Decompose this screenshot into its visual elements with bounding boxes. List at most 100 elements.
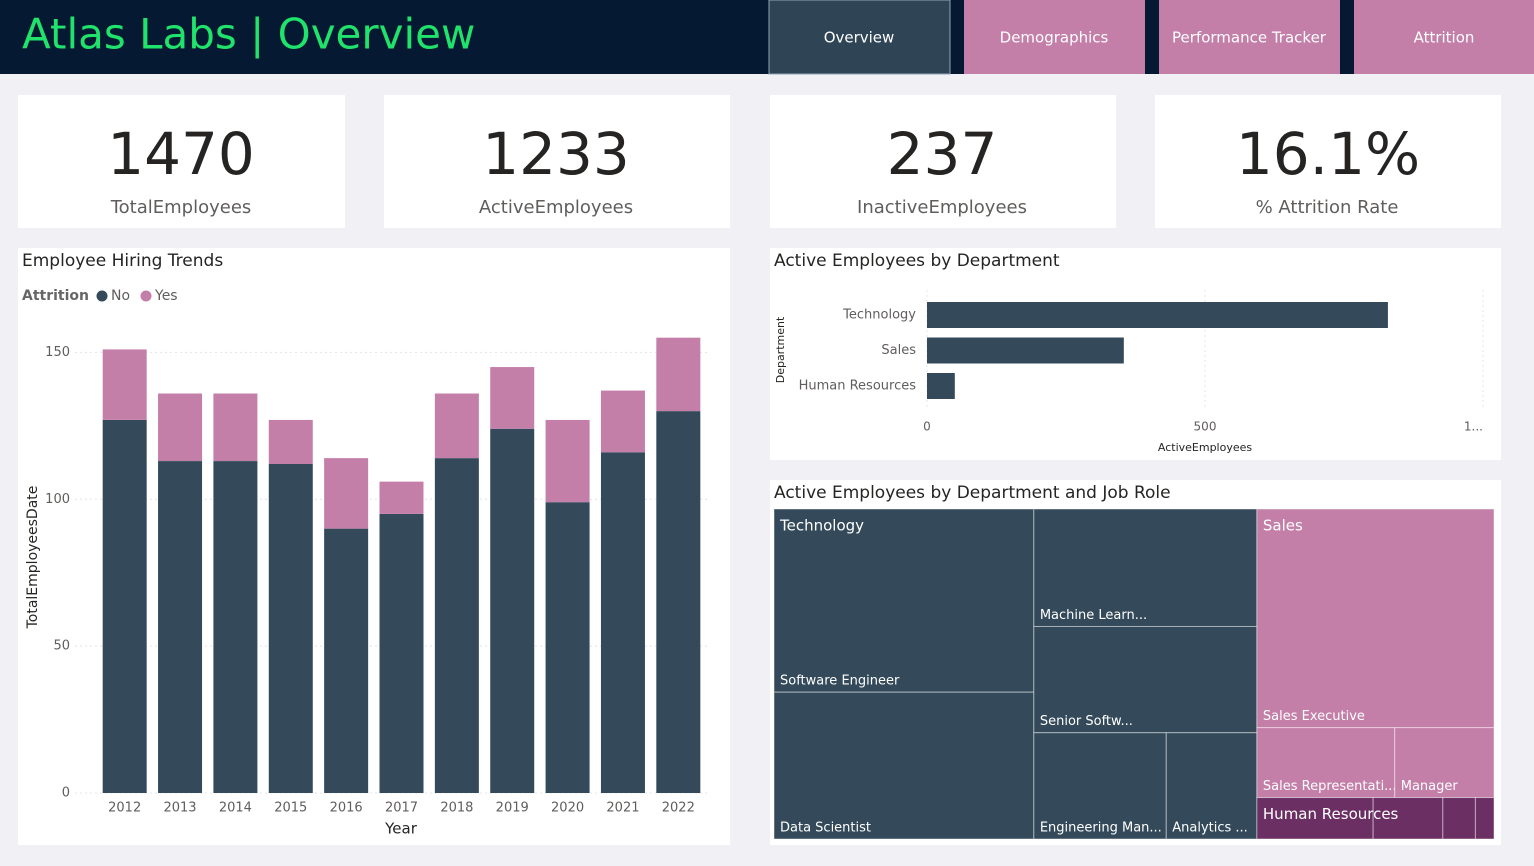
chart-title: Active Employees by Department [774, 251, 1060, 271]
x-tick-label: 2015 [274, 801, 307, 816]
y-tick-label: Human Resources [799, 379, 917, 394]
x-tick-label: 2018 [440, 801, 473, 816]
cell-label: Sales Representati... [1263, 779, 1397, 794]
treemap-cell [1256, 727, 1396, 799]
chart-title: Active Employees by Department and Job R… [774, 483, 1171, 503]
x-tick-label: 2020 [551, 801, 584, 816]
treemap-cell [1165, 732, 1258, 840]
y-axis-label: Department [774, 316, 787, 383]
bar-segment [213, 461, 258, 793]
group-label: Human Resources [1263, 805, 1399, 823]
bar-segment [434, 393, 479, 459]
cell-label: Data Scientist [780, 821, 871, 836]
chart-card [770, 248, 1501, 460]
legend-label: Yes [154, 288, 178, 304]
legend-title: Attrition [22, 288, 89, 304]
bar [927, 302, 1388, 328]
bar-segment [600, 390, 645, 453]
x-axis-label: ActiveEmployees [1158, 441, 1253, 454]
bar-segment [324, 528, 369, 793]
treemap-cell [773, 508, 1035, 693]
nav-label[interactable]: Performance Tracker [1172, 29, 1327, 47]
nav-label[interactable]: Demographics [1000, 29, 1109, 47]
bar [927, 373, 955, 399]
x-tick-label: 500 [1194, 420, 1217, 434]
kpi-value: 1470 [107, 120, 255, 188]
legend-marker [140, 290, 152, 302]
bar-segment [656, 337, 701, 412]
y-tick-label: 0 [62, 786, 70, 801]
cell-label: Sales Executive [1263, 709, 1365, 724]
bar-segment [102, 349, 147, 420]
group-label: Sales [1263, 517, 1303, 535]
kpi-card [770, 95, 1116, 228]
bar-segment [379, 513, 424, 793]
x-tick-label: 0 [923, 420, 931, 434]
bar-segment [490, 367, 535, 429]
bar-segment [268, 464, 313, 793]
x-tick-label: 2022 [662, 801, 695, 816]
bar-segment [158, 461, 203, 793]
bar-segment [268, 419, 313, 464]
chart-title: Employee Hiring Trends [22, 251, 223, 271]
bar-segment [545, 502, 590, 793]
bar-segment [545, 419, 590, 503]
bar-segment [600, 452, 645, 793]
nav-label[interactable]: Attrition [1414, 29, 1475, 47]
treemap-cell [1442, 797, 1476, 840]
treemap-cell [1474, 797, 1495, 840]
nav-button[interactable] [964, 0, 1145, 74]
group-label: Technology [779, 517, 864, 535]
legend-label: No [111, 288, 130, 304]
cell-label: Machine Learn... [1040, 608, 1147, 623]
kpi-card [18, 95, 345, 228]
x-tick-label: 2017 [385, 801, 418, 816]
kpi-label: InactiveEmployees [857, 197, 1027, 218]
x-tick-label: 2016 [330, 801, 363, 816]
y-tick-label: 100 [45, 492, 70, 507]
bar-segment [379, 481, 424, 514]
x-tick-label: 2012 [108, 801, 141, 816]
treemap-cell [773, 691, 1035, 840]
page-title: Atlas Labs | Overview [22, 10, 475, 59]
y-tick-label: Sales [881, 343, 916, 358]
x-tick-label: 2019 [496, 801, 529, 816]
x-tick-label: 2013 [163, 801, 196, 816]
kpi-card [384, 95, 730, 228]
treemap-cell [1033, 508, 1258, 627]
legend-marker [96, 290, 108, 302]
cell-label: Senior Softw... [1040, 714, 1133, 729]
nav-button[interactable] [768, 0, 951, 75]
bar-segment [213, 393, 258, 462]
x-tick-label: 2014 [219, 801, 252, 816]
kpi-label: ActiveEmployees [479, 197, 633, 218]
cell-label: Engineering Man... [1040, 821, 1162, 836]
x-tick-label: 2021 [606, 801, 639, 816]
y-tick-label: Technology [842, 308, 916, 323]
kpi-value: 16.1% [1236, 120, 1420, 188]
bar-segment [490, 428, 535, 793]
kpi-label: % Attrition Rate [1256, 197, 1399, 218]
bar-segment [656, 411, 701, 793]
treemap-cell [1372, 797, 1444, 840]
y-axis-label: TotalEmployeesDate [25, 486, 41, 630]
nav-button[interactable] [1159, 0, 1340, 74]
kpi-label: TotalEmployees [110, 197, 252, 218]
cell-label: Analytics ... [1172, 821, 1248, 836]
y-tick-label: 150 [45, 345, 70, 360]
x-axis-label: Year [384, 820, 418, 838]
kpi-value: 1233 [482, 120, 630, 188]
bar [927, 337, 1124, 364]
cell-label: Software Engineer [780, 674, 900, 689]
bar-segment [324, 458, 369, 529]
cell-label: Manager [1401, 779, 1459, 794]
bar-segment [102, 419, 147, 793]
nav-button[interactable] [1354, 0, 1534, 74]
y-tick-label: 50 [53, 639, 70, 654]
kpi-value: 237 [887, 120, 998, 188]
treemap-cell [1256, 508, 1495, 729]
treemap-cell [1256, 797, 1374, 840]
nav-label[interactable]: Overview [824, 29, 895, 47]
bar-segment [158, 393, 203, 462]
